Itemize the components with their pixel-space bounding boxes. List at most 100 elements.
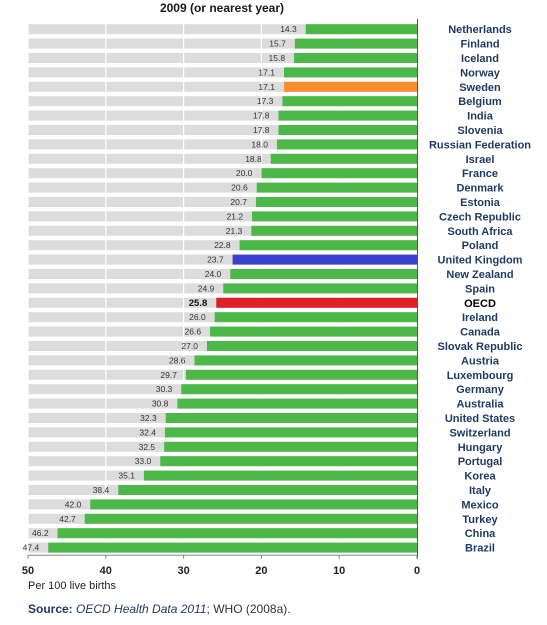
category-label-norway: Norway: [460, 67, 501, 79]
value-label-india: 17.8: [253, 111, 270, 121]
source-lead: Source:: [28, 602, 73, 616]
bar-italy: [118, 485, 418, 495]
category-label-slovenia: Slovenia: [457, 125, 503, 137]
value-label-south-africa: 21.3: [226, 226, 243, 236]
tick-label-30: 30: [177, 565, 189, 577]
category-label-portugal: Portugal: [458, 456, 503, 468]
bar-germany: [181, 384, 417, 395]
row-bg-spain: [28, 283, 417, 294]
category-label-ireland: Ireland: [462, 312, 498, 324]
value-label-estonia: 20.7: [230, 197, 247, 207]
bar-belgium: [282, 96, 417, 107]
bar-india: [278, 110, 417, 121]
tick-label-40: 40: [100, 565, 112, 577]
value-label-korea: 35.1: [118, 471, 135, 481]
category-label-china: China: [465, 528, 496, 540]
bar-sweden: [283, 81, 417, 92]
value-label-turkey: 42.7: [59, 514, 76, 524]
category-label-germany: Germany: [456, 384, 505, 396]
x-axis-ticks: 50 40 30 20 10 0: [22, 554, 420, 577]
bar-slovak-republic: [206, 341, 417, 351]
value-label-germany: 30.3: [156, 384, 173, 394]
value-label-belgium: 17.3: [257, 96, 274, 106]
category-label-sweden: Sweden: [459, 82, 501, 94]
tick-label-50: 50: [22, 565, 34, 577]
row-bg-czech-republic: [28, 211, 417, 222]
category-label-finland: Finland: [460, 39, 499, 51]
bar-ireland: [214, 312, 417, 323]
value-label-hungary: 32.5: [139, 442, 156, 452]
source-rest: ; WHO (2008a).: [206, 602, 291, 616]
category-label-austria: Austria: [461, 355, 500, 367]
category-label-switzerland: Switzerland: [449, 427, 510, 439]
row-bg-india: [28, 110, 417, 121]
value-label-austria: 28.6: [169, 355, 186, 365]
category-label-russian-federation: Russian Federation: [429, 139, 531, 151]
category-label-spain: Spain: [465, 283, 495, 295]
bar-switzerland: [164, 427, 417, 438]
value-label-brazil: 47.4: [23, 543, 40, 553]
value-label-slovenia: 17.8: [253, 125, 270, 135]
bar-poland: [239, 240, 417, 251]
source-note: Source: OECD Health Data 2011; WHO (2008…: [28, 602, 291, 616]
value-label-denmark: 20.6: [231, 183, 248, 193]
value-label-new-zealand: 24.0: [205, 269, 222, 279]
bar-austria: [194, 355, 417, 366]
value-label-czech-republic: 21.2: [227, 211, 244, 221]
category-label-france: France: [462, 168, 498, 180]
bar-canada: [210, 326, 417, 337]
category-label-korea: Korea: [464, 471, 496, 483]
value-label-italy: 38.4: [93, 485, 110, 495]
bar-iceland: [294, 53, 417, 63]
value-label-portugal: 33.0: [135, 456, 152, 466]
bar-united-kingdom: [232, 254, 417, 265]
row-bg-belgium: [28, 96, 417, 107]
row-bg-estonia: [28, 197, 417, 207]
row-bg-iceland: [28, 53, 417, 63]
value-label-mexico: 42.0: [65, 499, 82, 509]
category-label-israel: Israel: [466, 154, 495, 166]
row-bg-france: [28, 168, 417, 179]
value-label-united-states: 32.3: [140, 413, 157, 423]
category-label-new-zealand: New Zealand: [446, 269, 513, 281]
tick-label-0: 0: [414, 565, 420, 577]
row-bg-norway: [28, 67, 417, 78]
value-label-united-kingdom: 23.7: [207, 255, 224, 265]
bar-denmark: [256, 182, 417, 193]
category-label-canada: Canada: [460, 327, 501, 339]
value-label-slovak-republic: 27.0: [181, 341, 198, 351]
bar-mexico: [90, 499, 418, 510]
row-bg-united-kingdom: [28, 254, 417, 265]
bar-korea: [143, 470, 417, 481]
category-label-oecd: OECD: [464, 298, 496, 310]
category-label-belgium: Belgium: [458, 96, 502, 108]
tick-label-10: 10: [333, 565, 345, 577]
value-label-poland: 22.8: [214, 240, 231, 250]
value-labels: 14.3 15.7 15.8 17.1 17.1 17.3 17.8 17.8 18.0 18.8…: [23, 24, 297, 552]
value-label-norway: 17.1: [258, 67, 275, 77]
value-label-canada: 26.6: [185, 327, 202, 337]
row-bg-finland: [28, 38, 417, 49]
category-label-south-africa: South Africa: [448, 226, 514, 238]
value-label-australia: 30.8: [152, 399, 169, 409]
value-label-ireland: 26.0: [189, 312, 206, 322]
bar-portugal: [160, 456, 417, 467]
category-label-slovak-republic: Slovak Republic: [438, 341, 523, 353]
value-label-spain: 24.9: [198, 283, 215, 293]
bar-finland: [294, 38, 417, 49]
category-label-australia: Australia: [456, 399, 504, 411]
bar-china: [57, 528, 418, 539]
row-bg-slovenia: [28, 125, 417, 135]
category-label-netherlands: Netherlands: [448, 24, 512, 36]
bar-russian-federation: [276, 139, 417, 150]
bar-france: [261, 168, 417, 179]
value-label-finland: 15.7: [269, 39, 286, 49]
value-label-luxembourg: 29.7: [160, 370, 177, 380]
x-axis-label: Per 100 live births: [28, 580, 117, 592]
chart-title: 2009 (or nearest year): [160, 1, 284, 15]
bar-slovenia: [278, 125, 417, 135]
category-label-brazil: Brazil: [465, 543, 495, 555]
category-label-czech-republic: Czech Republic: [439, 211, 521, 223]
row-bg-new-zealand: [28, 269, 417, 279]
bar-czech-republic: [252, 211, 417, 222]
